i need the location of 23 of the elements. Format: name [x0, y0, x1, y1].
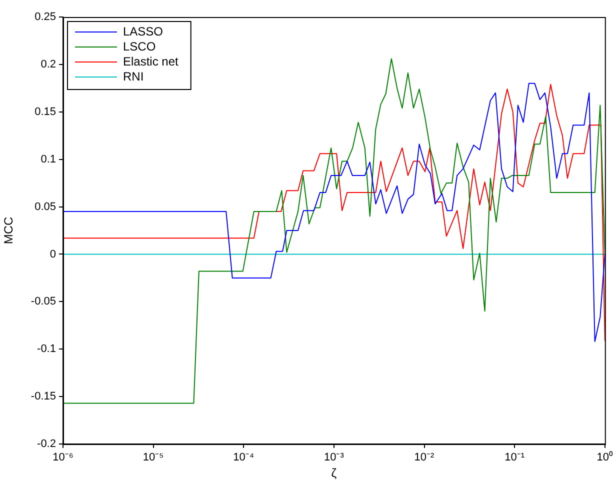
y-tick-label: 0.25 — [34, 11, 56, 24]
y-tick-label: -0.05 — [30, 296, 56, 308]
x-tick-label: 10⁰ — [596, 450, 614, 464]
y-tick-label: 0.05 — [34, 200, 56, 213]
x-tick-label: 10⁻⁶ — [52, 452, 74, 464]
x-tick-label: 10⁻³ — [324, 452, 344, 464]
x-tick-label: 10⁻⁵ — [142, 452, 164, 464]
legend-label: Elastic net — [123, 54, 180, 68]
y-axis-title: MCC — [2, 216, 16, 244]
x-tick-label: 10⁻² — [414, 452, 435, 464]
legend-label: LASSO — [123, 24, 164, 38]
y-tick-label: 0.15 — [34, 106, 56, 118]
y-tick-label: -0.15 — [30, 390, 56, 403]
y-tick-label: 0.2 — [40, 58, 56, 70]
x-tick-label: 10⁻¹ — [504, 452, 525, 464]
y-tick-label: -0.1 — [37, 343, 56, 356]
legend-label: LSCO — [123, 39, 156, 54]
y-tick-label: 0 — [50, 248, 56, 260]
x-tick-label: 10⁻⁴ — [233, 452, 254, 464]
y-tick-label: -0.2 — [37, 438, 56, 450]
y-tick-label: 0.1 — [40, 153, 56, 166]
legend-label: RNI — [123, 69, 144, 84]
x-axis-title: ζ — [331, 466, 338, 480]
